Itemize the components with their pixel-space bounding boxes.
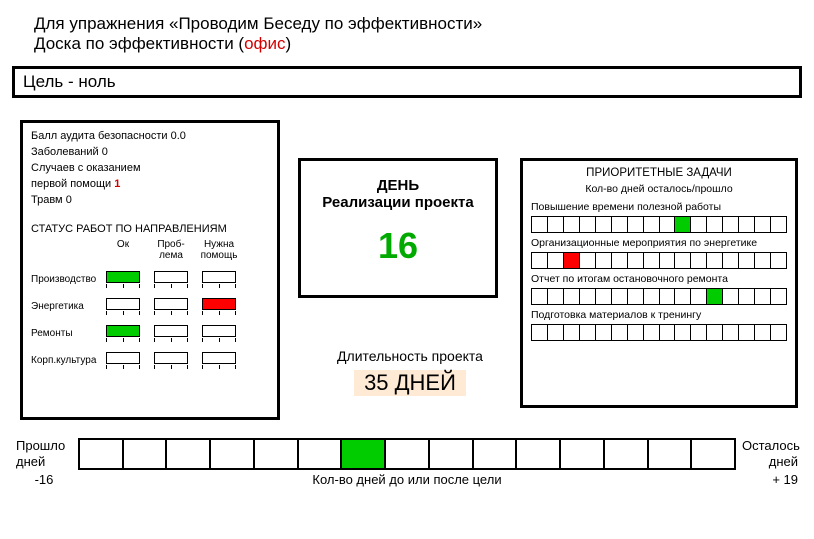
priority-task-bar [531,216,787,233]
duration-label: Длительность проекта [310,348,510,364]
day-title2: Реализации проекта [301,194,495,211]
status-cell [154,325,188,337]
status-cell [202,298,236,310]
col-ok: Ок [99,239,147,261]
status-cell [106,352,140,364]
col-help: Нужна помощь [195,239,243,261]
day-value: 16 [301,225,495,267]
priority-header: ПРИОРИТЕТНЫЕ ЗАДАЧИ [531,167,787,179]
col-problem: Проб- лема [147,239,195,261]
status-row: Производство [31,271,269,288]
duration-value: 35 ДНЕЙ [354,370,466,396]
status-row: Ремонты [31,325,269,342]
header-line2: Доска по эффективности (офис) [34,34,814,54]
day-panel: ДЕНЬ Реализации проекта 16 [298,158,498,298]
status-cell [106,271,140,283]
priority-task-label: Повышение времени полезной работы [531,201,787,213]
status-cell [154,298,188,310]
status-row-label: Ремонты [31,328,99,339]
status-cell [202,271,236,283]
header-line1: Для упражнения «Проводим Беседу по эффек… [34,14,814,34]
status-cell [154,271,188,283]
status-row-label: Производство [31,274,99,285]
status-row-label: Корп.культура [31,355,99,366]
priority-panel: ПРИОРИТЕТНЫЕ ЗАДАЧИ Кол-во дней осталось… [520,158,798,408]
status-cell [202,325,236,337]
priority-task-bar [531,288,787,305]
priority-task-label: Отчет по итогам остановочного ремонта [531,273,787,285]
status-row-label: Энергетика [31,301,99,312]
safety-panel: Балл аудита безопасности 0.0 Заболеваний… [20,120,280,420]
priority-task-bar [531,324,787,341]
goal-box: Цель - ноль [12,66,802,98]
priority-sub: Кол-во дней осталось/прошло [531,183,787,195]
priority-task-label: Организационные мероприятия по энергетик… [531,237,787,249]
status-cell [106,325,140,337]
header: Для упражнения «Проводим Беседу по эффек… [0,0,814,62]
priority-task-bar [531,252,787,269]
goal-text: Цель - ноль [23,72,116,91]
status-header: СТАТУС РАБОТ ПО НАПРАВЛЕНИЯМ [31,223,269,235]
day-title1: ДЕНЬ [301,177,495,194]
status-grid: Ок Проб- лема Нужна помощь Производство Э… [31,239,269,369]
priority-task-label: Подготовка материалов к тренингу [531,309,787,321]
bottom-left-label: Прошло дней [16,438,72,469]
bottom-right-val: + 19 [742,472,798,487]
safety-metrics: Балл аудита безопасности 0.0 Заболеваний… [31,129,269,209]
status-cell [106,298,140,310]
priority-task: Повышение времени полезной работы [531,201,787,233]
priority-task: Организационные мероприятия по энергетик… [531,237,787,269]
duration-block: Длительность проекта 35 ДНЕЙ [310,348,510,396]
bottom-right-label: Осталось дней [742,438,798,469]
priority-task: Подготовка материалов к тренингу [531,309,787,341]
status-row: Энергетика [31,298,269,315]
status-cell [202,352,236,364]
bottom-section: Прошло дней Осталось дней -16 Кол-во дне… [16,438,798,518]
priority-task: Отчет по итогам остановочного ремонта [531,273,787,305]
bottom-left-val: -16 [16,472,72,487]
status-row: Корп.культура [31,352,269,369]
bottom-caption: Кол-во дней до или после цели [72,472,742,487]
days-bar [78,438,736,470]
status-cell [154,352,188,364]
